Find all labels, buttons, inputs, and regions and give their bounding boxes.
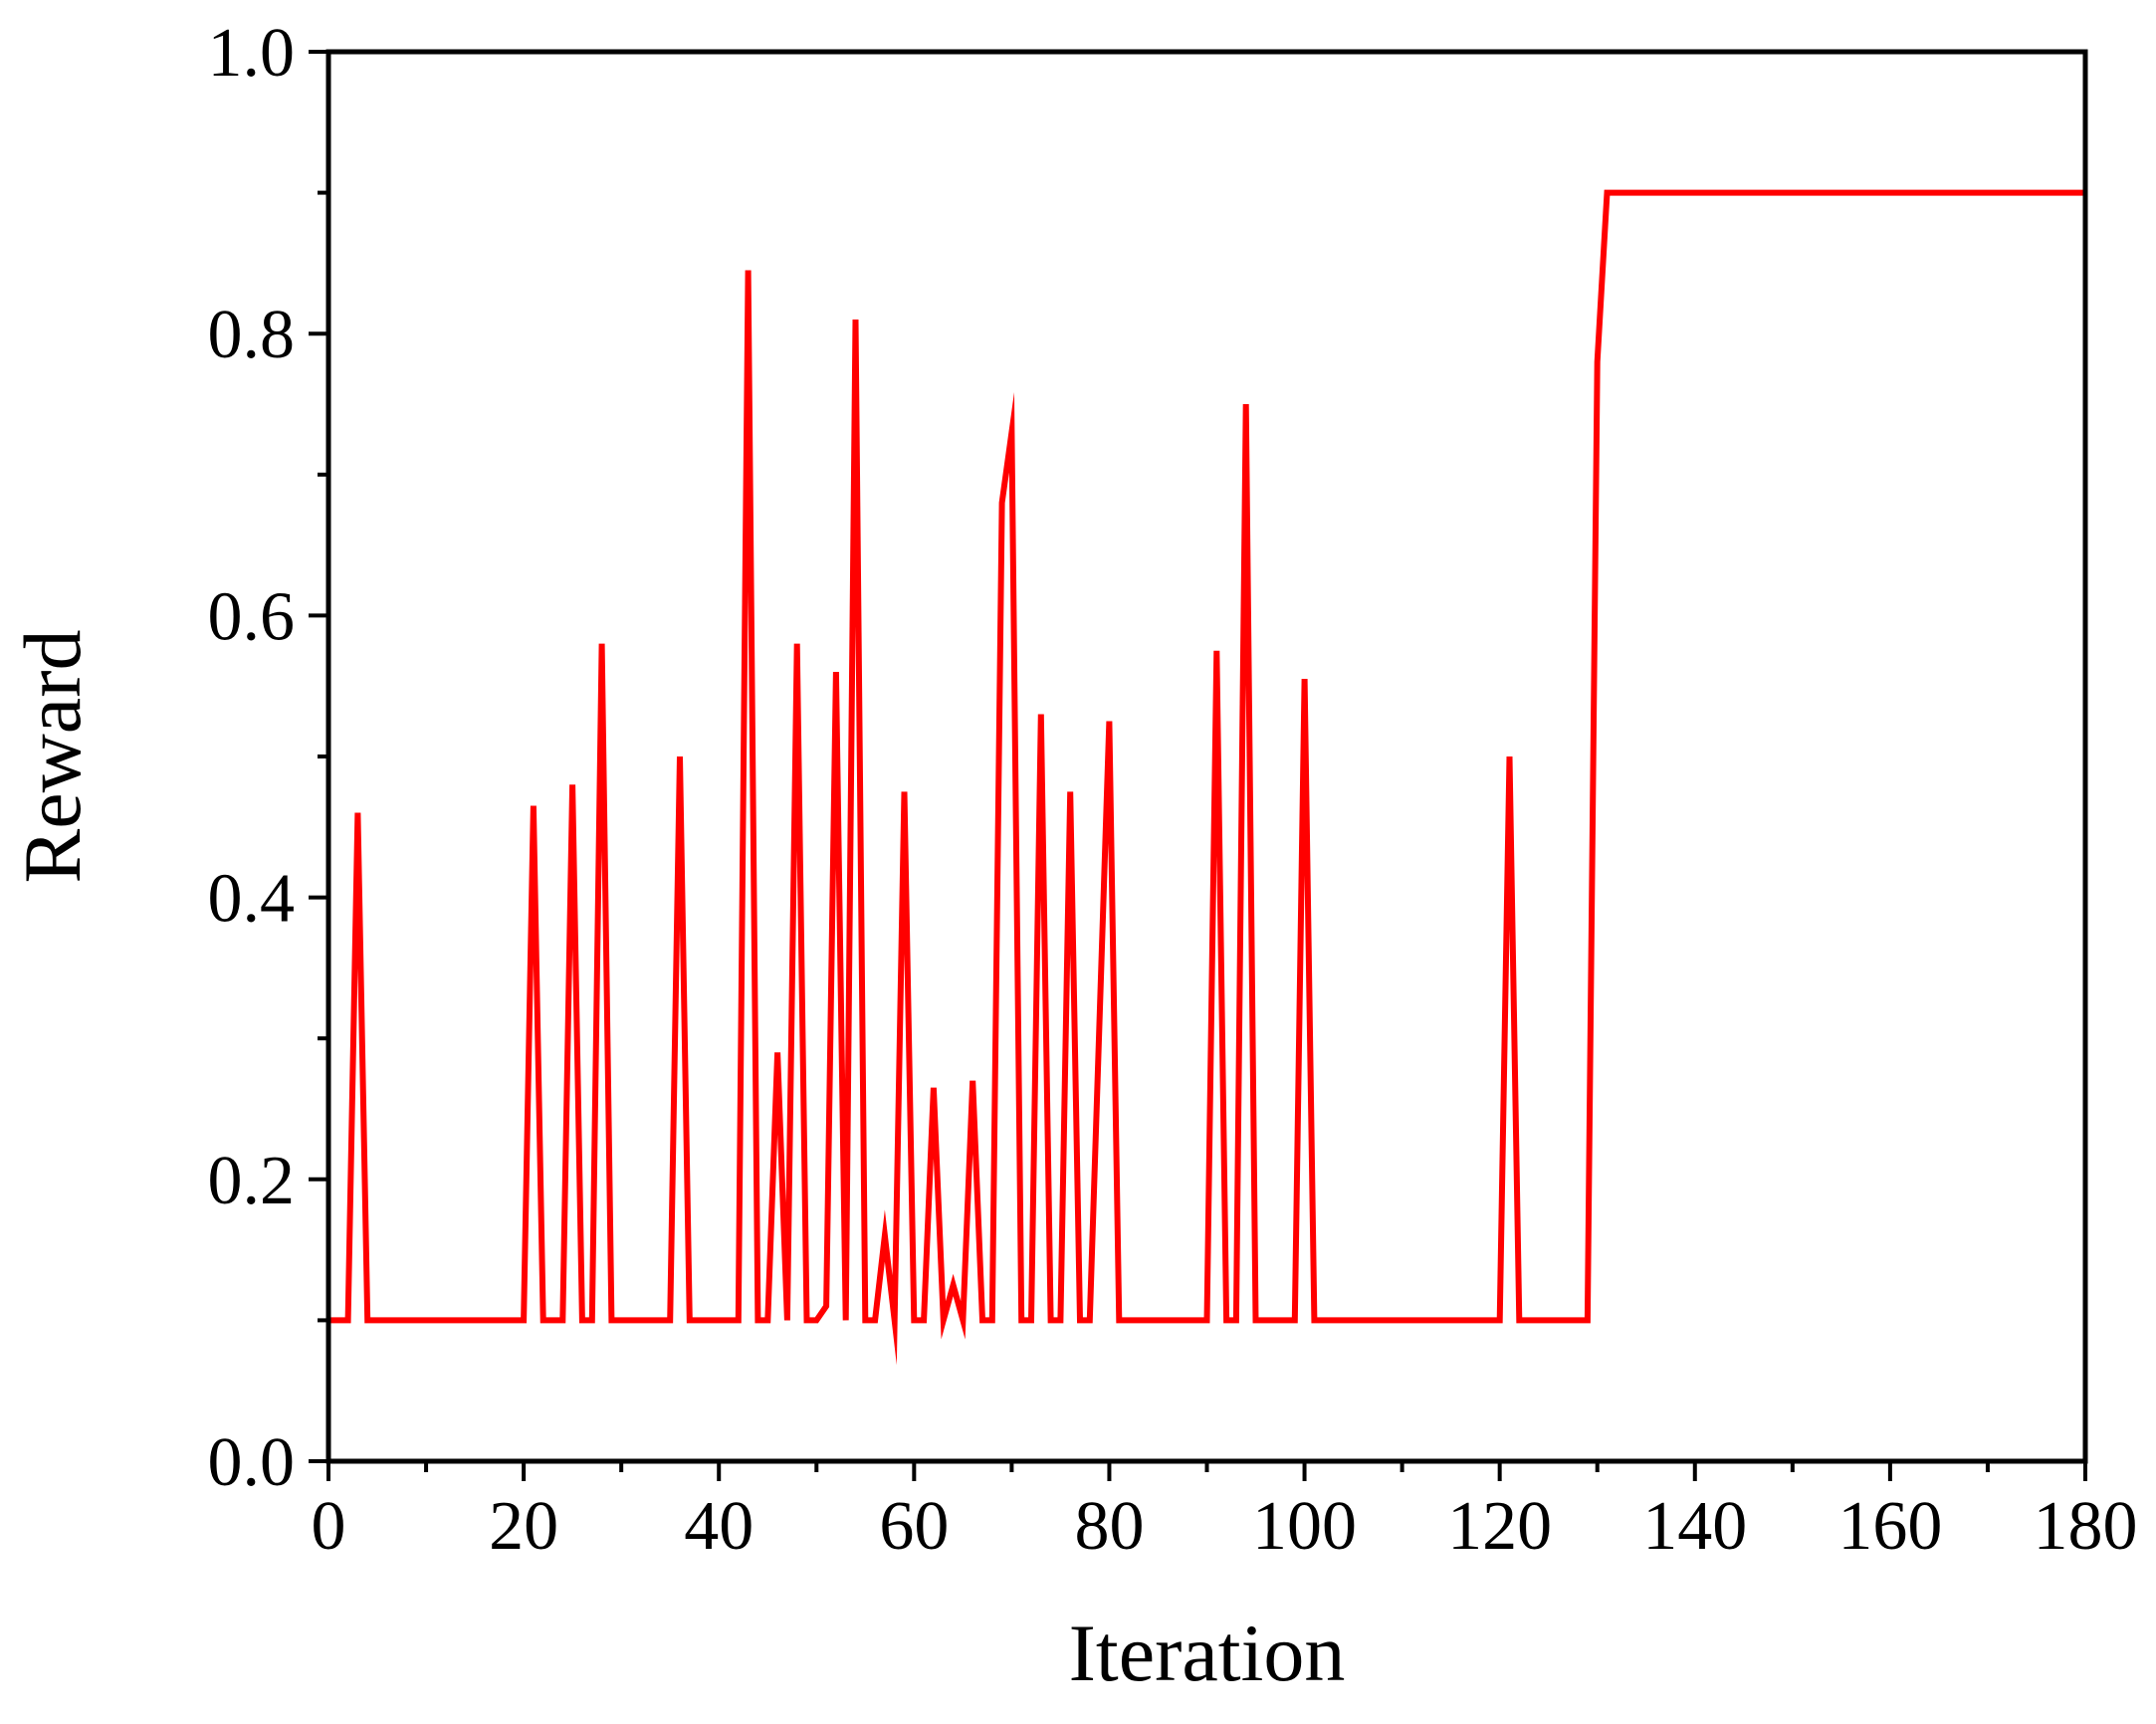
- y-tick-label: 1.0: [208, 15, 296, 92]
- y-axis-ticks: [309, 50, 328, 1463]
- y-tick-label: 0.4: [208, 861, 296, 938]
- x-tick-label: 180: [2034, 1488, 2138, 1565]
- y-tick-label: 0.0: [208, 1424, 296, 1501]
- reward-series-line: [328, 189, 2085, 1366]
- x-tick-label: 100: [1252, 1488, 1357, 1565]
- y-tick-label: 0.8: [208, 297, 296, 373]
- x-tick-label: 140: [1642, 1488, 1747, 1565]
- x-axis-title: Iteration: [1069, 1608, 1346, 1698]
- y-tick-label: 0.2: [208, 1143, 296, 1219]
- x-tick-label: 40: [684, 1488, 754, 1565]
- x-tick-label: 20: [489, 1488, 558, 1565]
- x-tick-label: 160: [1837, 1488, 1942, 1565]
- y-axis-tick-labels: 0.0 0.2 0.4 0.6 0.8 1.0: [208, 15, 296, 1501]
- y-tick-label: 0.6: [208, 578, 296, 655]
- y-axis-title: Reward: [7, 629, 98, 883]
- x-tick-label: 80: [1074, 1488, 1144, 1565]
- x-axis-tick-labels: 0 20 40 60 80 100 120 140 160 180: [312, 1488, 2138, 1565]
- x-tick-label: 0: [312, 1488, 346, 1565]
- plot-area-frame: [325, 49, 2088, 1464]
- x-axis-ticks: [326, 1461, 2087, 1481]
- x-tick-label: 120: [1447, 1488, 1552, 1565]
- x-tick-label: 60: [879, 1488, 949, 1565]
